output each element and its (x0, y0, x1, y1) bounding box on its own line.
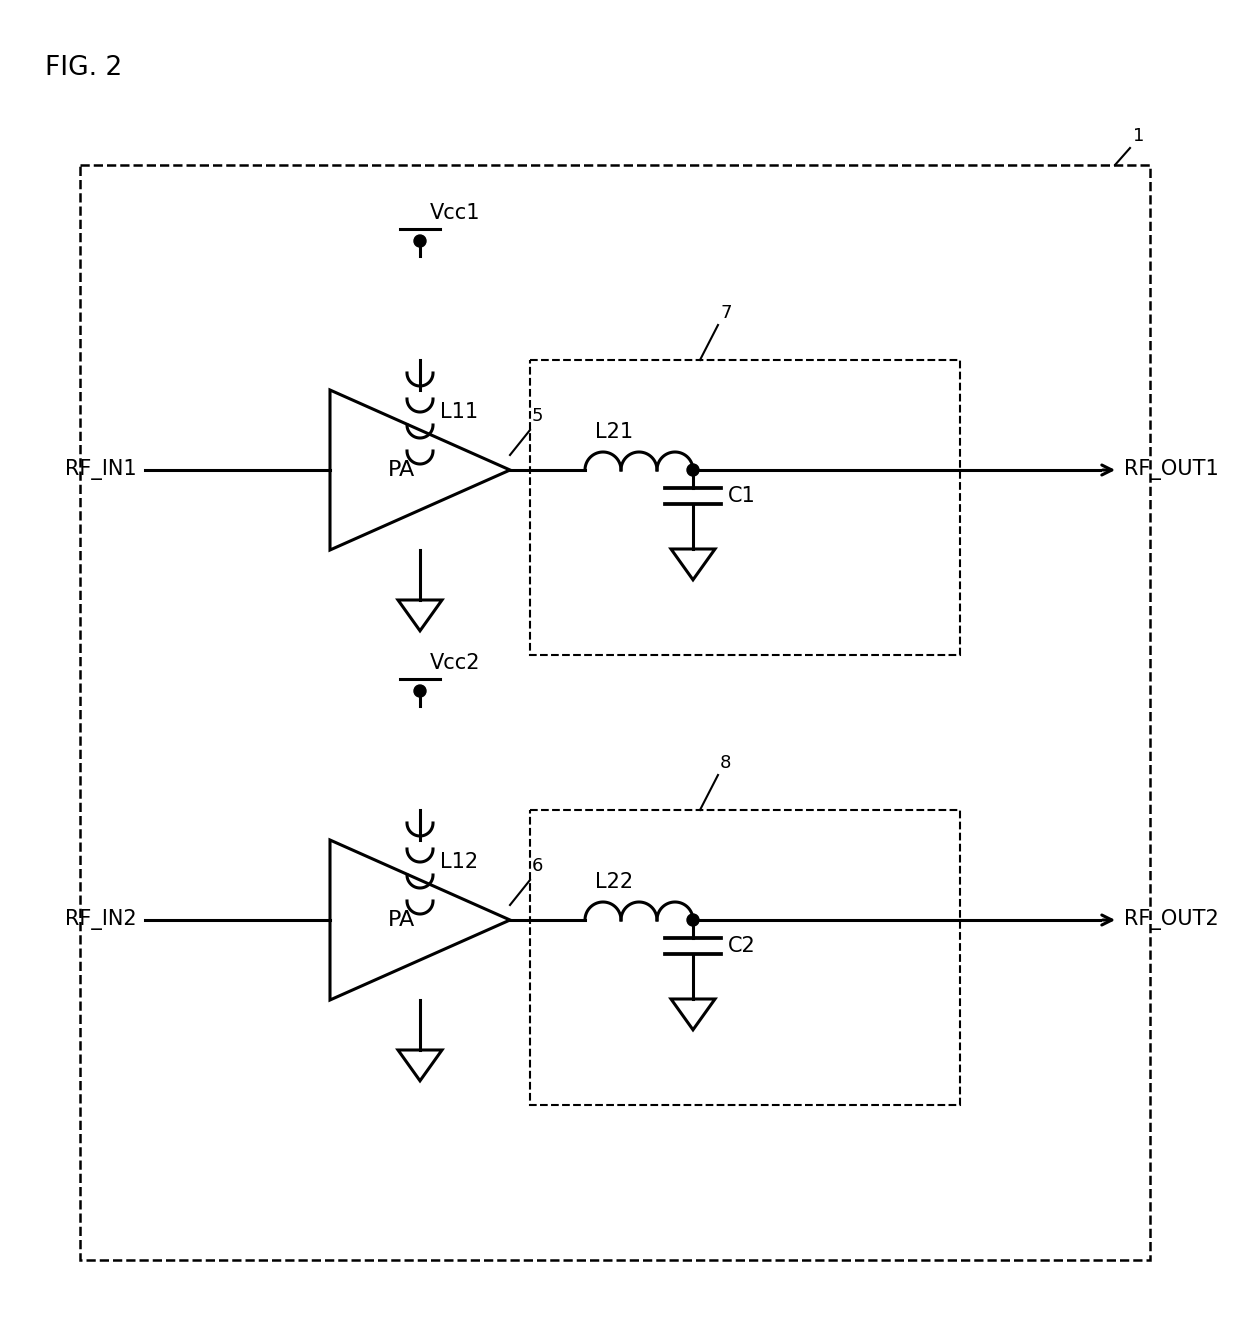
Text: 1: 1 (1133, 126, 1145, 145)
Text: L12: L12 (440, 852, 479, 872)
Text: PA: PA (388, 460, 415, 480)
Circle shape (414, 235, 427, 247)
Text: RF_OUT2: RF_OUT2 (1123, 910, 1219, 930)
Text: L21: L21 (595, 422, 634, 442)
Bar (529, 360, 960, 655)
Text: PA: PA (388, 910, 415, 930)
Text: 5: 5 (532, 407, 543, 425)
Text: 6: 6 (532, 857, 543, 875)
Text: Vcc2: Vcc2 (430, 653, 481, 673)
Bar (529, 810, 960, 1105)
Bar (81, 165, 1149, 1261)
Text: L22: L22 (595, 872, 634, 892)
Text: L11: L11 (440, 402, 479, 422)
Text: C2: C2 (728, 935, 755, 956)
Text: C1: C1 (728, 487, 755, 505)
Circle shape (687, 464, 699, 476)
Text: RF_IN2: RF_IN2 (66, 910, 136, 930)
Text: Vcc1: Vcc1 (430, 203, 481, 223)
Text: RF_IN1: RF_IN1 (66, 460, 136, 481)
Text: FIG. 2: FIG. 2 (45, 55, 123, 81)
Text: RF_OUT1: RF_OUT1 (1123, 460, 1219, 481)
Circle shape (414, 685, 427, 698)
Text: 7: 7 (720, 304, 732, 323)
Circle shape (687, 914, 699, 926)
Text: 8: 8 (720, 754, 732, 771)
